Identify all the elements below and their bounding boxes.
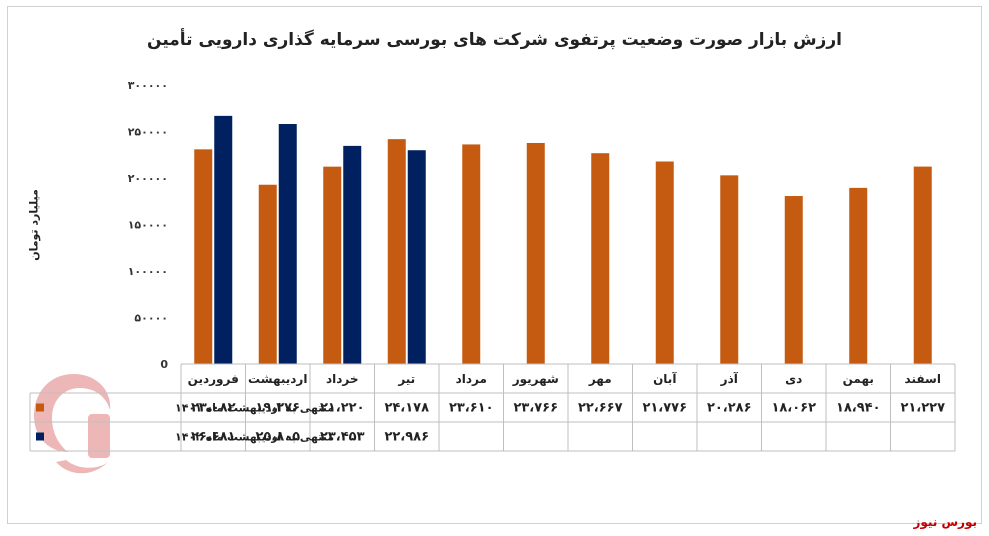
- source-label: بورس نیوز: [913, 515, 977, 529]
- legend-label-2: منتهی به اردیبهشت ماه ۱۴۰۲: [175, 431, 334, 444]
- data-label: ۲۲،۹۸۶: [384, 430, 429, 445]
- x-tick-label: آذر: [720, 371, 739, 386]
- y-tick-label: 0: [160, 358, 168, 371]
- legend-swatch-2: [36, 432, 44, 441]
- y-tick-label: ۳۰۰۰۰۰: [128, 79, 168, 92]
- data-label: ۱۹،۲۷۶: [255, 401, 300, 416]
- data-label: ۲۴،۱۷۸: [384, 401, 429, 416]
- data-label: ۲۱،۲۲۷: [900, 401, 945, 416]
- x-tick-label: خرداد: [326, 372, 359, 386]
- bar-1-8: [655, 161, 674, 364]
- x-tick-label: آبان: [653, 371, 677, 386]
- bar-1-5: [462, 144, 481, 364]
- data-label: ۲۰،۲۸۶: [707, 401, 752, 416]
- x-tick-label: بهمن: [843, 372, 874, 386]
- legend-swatch-1: [36, 403, 44, 412]
- data-label: ۱۸،۰۶۲: [771, 401, 816, 416]
- bar-1-4: [387, 139, 406, 364]
- bar-2-4: [407, 150, 426, 364]
- chart-title: ارزش بازار صورت وضعیت پرتفوی شرکت های بو…: [147, 30, 842, 50]
- bar-1-3: [323, 166, 342, 364]
- data-label: ۲۳،۰۸۲: [191, 401, 236, 416]
- y-tick-label: ۱۵۰۰۰۰: [128, 219, 168, 232]
- data-label: ۲۳،۶۱۰: [449, 401, 494, 416]
- x-tick-label: اردیبهشت: [248, 372, 307, 386]
- bar-2-1: [214, 115, 233, 364]
- bar-1-9: [720, 175, 739, 364]
- data-label: ۲۱،۷۷۶: [642, 401, 687, 416]
- legend-label-1: منتهی به اردیبهشت ماه ۱۴۰۱: [175, 402, 334, 415]
- chart-frame: [7, 6, 982, 524]
- y-tick-label: ۲۰۰۰۰۰: [128, 172, 168, 185]
- x-tick-label: دی: [785, 372, 802, 386]
- data-label: ۲۲،۶۶۷: [578, 401, 623, 416]
- bar-1-2: [258, 184, 277, 364]
- bar-1-10: [784, 196, 803, 364]
- x-tick-label: شهریور: [512, 372, 559, 387]
- x-tick-label: اسفند: [905, 372, 941, 386]
- bar-1-12: [913, 166, 932, 364]
- bar-1-7: [591, 153, 610, 364]
- data-label: ۲۵،۸۰۵: [255, 430, 300, 445]
- bar-2-3: [343, 145, 362, 364]
- data-label: ۲۳،۷۶۶: [513, 401, 558, 416]
- y-tick-label: ۵۰۰۰۰: [134, 312, 168, 325]
- x-tick-label: مرداد: [456, 372, 487, 386]
- data-label: ۱۸،۹۴۰: [836, 401, 881, 416]
- data-label: ۲۱،۲۲۰: [320, 401, 365, 416]
- x-tick-label: فروردین: [188, 372, 239, 387]
- y-tick-label: ۱۰۰۰۰۰: [128, 265, 168, 278]
- x-tick-label: تیر: [397, 372, 415, 386]
- bar-2-2: [278, 124, 297, 365]
- y-tick-label: ۲۵۰۰۰۰: [128, 126, 168, 139]
- bar-1-1: [194, 149, 213, 364]
- x-tick-label: مهر: [588, 372, 612, 386]
- data-label: ۲۳،۴۵۳: [320, 430, 365, 445]
- data-label: ۲۶،۶۸۱: [191, 430, 236, 445]
- bar-1-6: [526, 142, 545, 364]
- bar-1-11: [849, 187, 868, 364]
